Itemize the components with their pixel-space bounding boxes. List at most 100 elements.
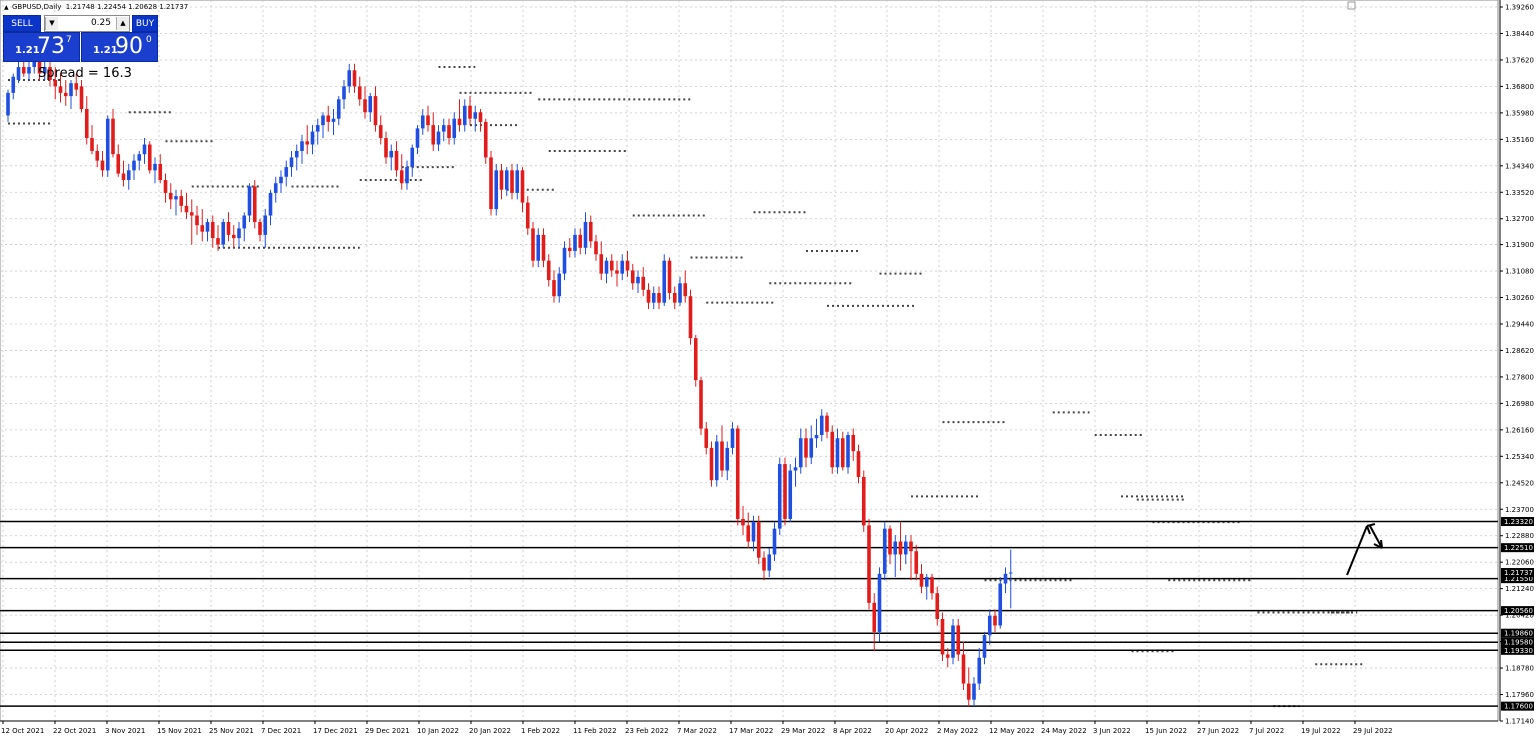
bear-candle <box>861 476 866 526</box>
bear-candle <box>667 260 672 293</box>
price-tick-label: 1.39260 <box>1505 4 1534 12</box>
time-tick-label: 29 Jul 2022 <box>1353 727 1393 735</box>
level-price-tag <box>1501 574 1534 584</box>
bear-candle <box>111 118 115 155</box>
bear-candle <box>525 202 530 229</box>
time-tick-label: 29 Dec 2021 <box>365 727 410 735</box>
price-tick-label: 1.35980 <box>1505 109 1534 117</box>
one-click-trading-panel: SELL ▼ 0.25 ▲ BUY 1.21 73 7 1.21 90 0 <box>3 15 158 62</box>
up-arrow-drawing <box>1346 523 1376 576</box>
current-price-tag <box>1501 568 1534 578</box>
bear-candle <box>478 112 483 122</box>
bull-candle <box>998 583 1003 626</box>
time-tick-label: 12 May 2022 <box>989 727 1035 735</box>
bull-candle <box>882 528 887 574</box>
time-tick-label: 3 Nov 2021 <box>105 727 145 735</box>
level-price-tag <box>1501 606 1534 616</box>
bear-candle <box>468 105 472 119</box>
bull-candle <box>583 221 588 248</box>
lot-value[interactable]: 0.25 <box>90 18 111 28</box>
bear-candle <box>930 577 934 594</box>
time-tick-label: 15 Jun 2022 <box>1145 727 1187 735</box>
price-tick-label: 1.17140 <box>1505 718 1534 726</box>
lot-size-field[interactable]: ▼ 0.25 ▲ <box>44 15 130 32</box>
bull-candle <box>153 163 157 171</box>
bear-candle <box>720 441 724 471</box>
bear-candle <box>735 428 740 519</box>
bull-candle <box>11 76 16 93</box>
bull-candle <box>300 141 304 151</box>
bull-candle <box>294 150 299 158</box>
bull-candle <box>972 683 976 700</box>
bear-candle <box>37 60 42 74</box>
bear-candle <box>95 150 100 161</box>
bear-candle <box>709 447 714 481</box>
time-tick-label: 19 Jul 2022 <box>1301 727 1341 735</box>
time-tick-label: 20 Jan 2022 <box>469 727 511 735</box>
bear-candle <box>210 221 215 239</box>
bull-candle <box>205 221 210 232</box>
time-tick-label: 7 Jul 2022 <box>1249 727 1284 735</box>
bear-candle <box>804 438 808 458</box>
price-tick-label: 1.28620 <box>1505 347 1534 355</box>
bull-candle <box>504 170 509 190</box>
bear-candle <box>966 683 971 700</box>
price-tick-label: 1.29440 <box>1505 320 1534 328</box>
bear-candle <box>762 557 766 571</box>
bull-candle <box>268 192 273 216</box>
bull-candle <box>105 118 110 171</box>
bull-candle <box>174 196 178 200</box>
price-tick-label: 1.17960 <box>1505 691 1534 699</box>
chart-grid <box>0 0 1499 722</box>
chevron-up-icon[interactable]: ▲ <box>116 17 129 30</box>
level-price-label: 1.17600 <box>1504 703 1533 711</box>
bear-candle <box>394 150 399 171</box>
price-tick-label: 1.31900 <box>1505 241 1534 249</box>
bull-candle <box>788 470 793 519</box>
bull-candle <box>462 105 467 126</box>
time-tick-label: 7 Mar 2022 <box>677 727 717 735</box>
bear-candle <box>79 86 84 109</box>
level-price-tag <box>1501 628 1534 638</box>
time-tick-label: 23 Feb 2022 <box>625 727 669 735</box>
bull-candle <box>452 118 457 139</box>
buy-button[interactable]: BUY <box>132 15 158 32</box>
buy-price[interactable]: 1.21 90 0 <box>81 32 158 62</box>
price-tick-label: 1.18780 <box>1505 665 1534 673</box>
buy-price-pips: 90 <box>115 34 143 59</box>
sell-button[interactable]: SELL <box>3 15 41 32</box>
bull-candle <box>69 83 73 97</box>
bear-candle <box>84 109 89 139</box>
bull-candle <box>420 115 425 129</box>
level-price-tag <box>1501 543 1534 553</box>
bear-candle <box>499 170 504 190</box>
bull-candle <box>835 438 840 468</box>
bear-candle <box>258 221 262 235</box>
bull-candle <box>336 99 341 119</box>
price-tick-label: 1.32700 <box>1505 215 1534 223</box>
bear-candle <box>147 144 152 171</box>
time-axis: 12 Oct 2021 22 Oct 2021 3 Nov 2021 15 Nov 2… <box>0 720 1498 735</box>
bear-candle <box>426 115 430 126</box>
chart-shift-marker[interactable] <box>1347 1 1356 10</box>
price-tick-label: 1.31080 <box>1505 268 1534 276</box>
bull-candle <box>436 131 441 145</box>
bull-candle <box>777 464 782 529</box>
bear-candle <box>378 125 383 139</box>
price-tick-label: 1.22060 <box>1505 559 1534 567</box>
bull-candle <box>772 528 777 555</box>
bull-candle <box>651 292 656 303</box>
bull-candle <box>331 118 336 122</box>
sell-price[interactable]: 1.21 73 7 <box>3 32 80 62</box>
bear-candle <box>189 212 194 216</box>
bull-candle <box>903 541 908 555</box>
level-price-tag <box>1501 645 1534 655</box>
symbol-timeframe: GBPUSD,Daily <box>12 3 62 11</box>
bear-candle <box>609 260 614 271</box>
chevron-down-icon[interactable]: ▼ <box>45 17 58 30</box>
bull-candle <box>798 438 803 468</box>
price-tick-label: 1.34340 <box>1505 162 1534 170</box>
bear-candle <box>200 225 205 232</box>
bull-candle <box>877 573 882 632</box>
